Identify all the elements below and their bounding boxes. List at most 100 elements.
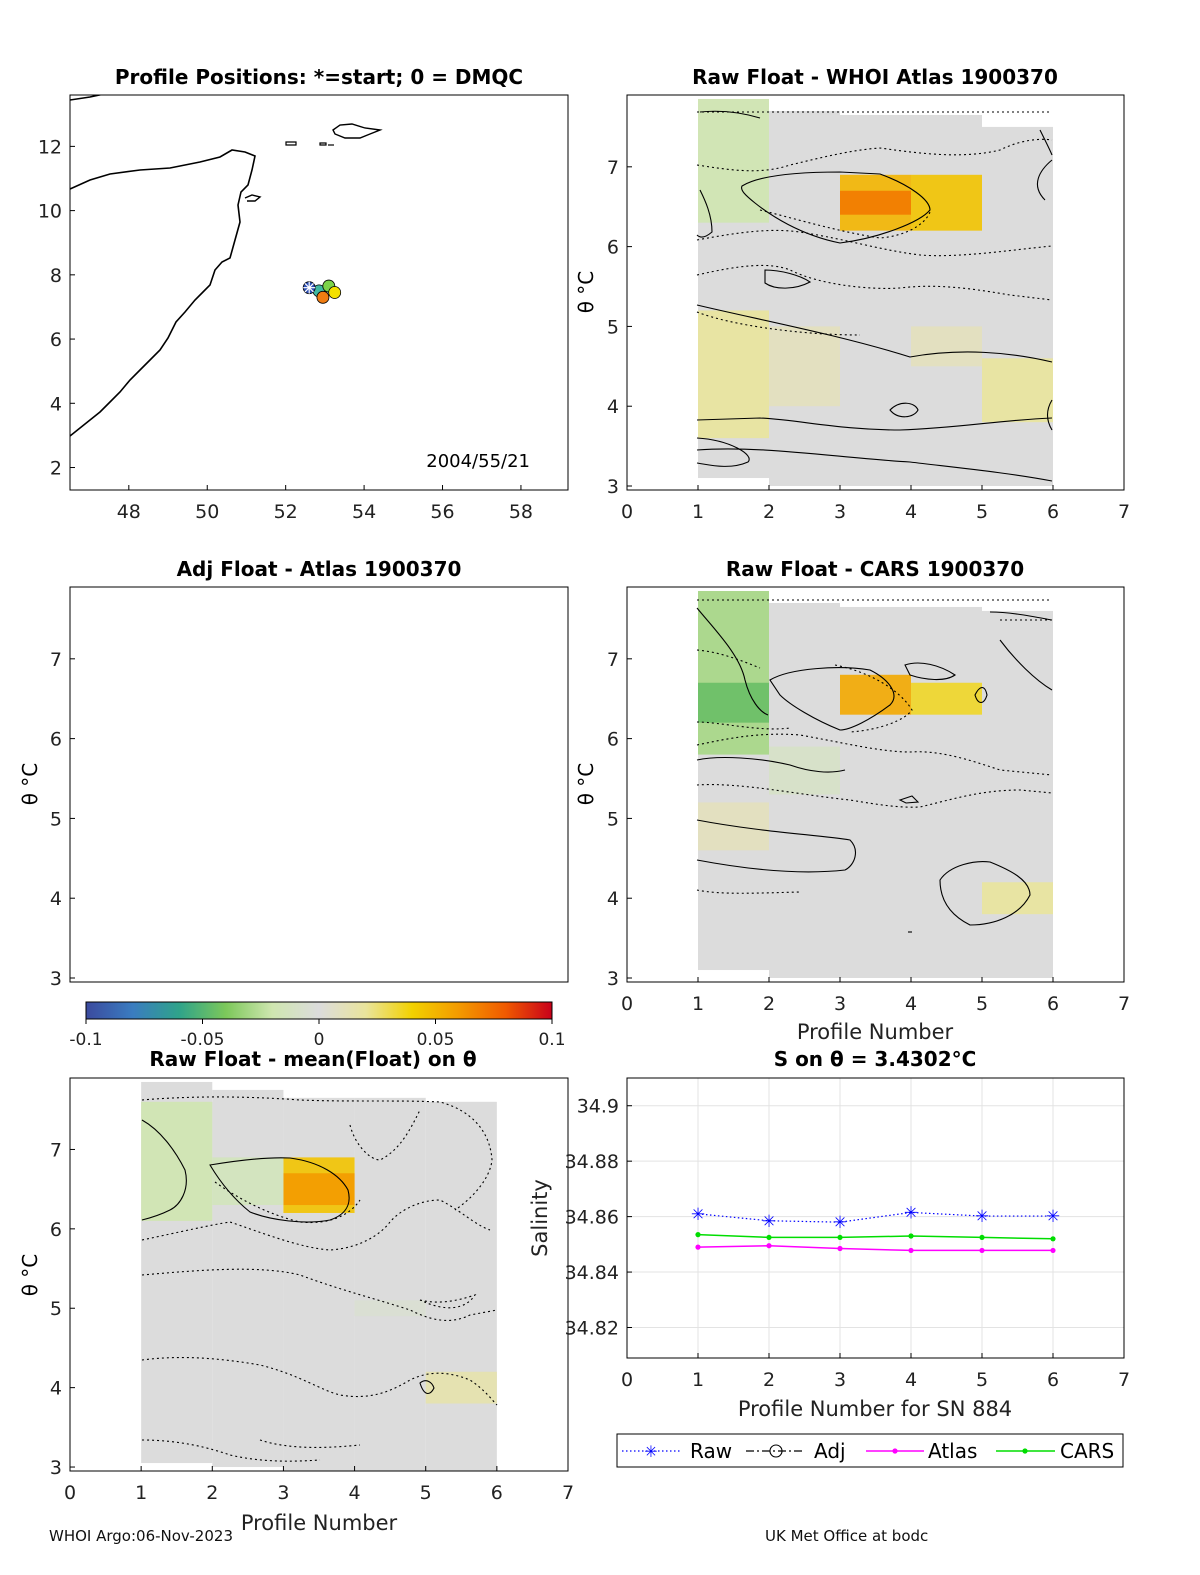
salinity-title: S on θ = 3.4302°C — [774, 1047, 977, 1071]
anomaly-cell — [911, 174, 982, 231]
anomaly-cell — [212, 1157, 284, 1206]
x-tick-label: 0 — [621, 1369, 633, 1391]
colorbar-ticks: -0.1 -0.05 0 0.05 0.1 — [69, 1019, 566, 1050]
x-tick-label: 5 — [420, 1482, 432, 1504]
x-tick-label: 1 — [135, 1482, 147, 1504]
x-tick-label: 54 — [352, 501, 376, 523]
y-tick-label: 12 — [38, 136, 62, 158]
y-tick-label: 6 — [50, 329, 62, 351]
series-point-raw: ✳ — [691, 1205, 705, 1225]
series-point-cars — [837, 1234, 843, 1241]
x-tick-label: 56 — [430, 501, 454, 523]
y-tick-label: 6 — [50, 729, 62, 751]
anomaly-cell — [769, 746, 840, 795]
x-tick-label: 50 — [195, 501, 219, 523]
cars-y-ticks: 3 4 5 6 7 — [607, 649, 632, 990]
x-tick-label: 7 — [1118, 1369, 1130, 1391]
profile-column — [425, 1101, 497, 1471]
positions-title: Profile Positions: *=start; 0 = DMQC — [115, 65, 523, 89]
whoi-title: Raw Float - WHOI Atlas 1900370 — [692, 65, 1058, 89]
profile-position-marker — [316, 290, 330, 304]
anomaly-cell — [840, 190, 911, 215]
y-tick-label: 7 — [50, 649, 62, 671]
y-tick-label: 4 — [50, 1378, 62, 1400]
footer-left: WHOI Argo:06-Nov-2023 — [49, 1527, 233, 1545]
y-tick-label: 3 — [50, 968, 62, 990]
profile-column — [354, 1097, 426, 1471]
series-point-raw: ✳ — [833, 1213, 847, 1233]
mean-x-label: Profile Number — [241, 1511, 398, 1535]
anomaly-cell — [698, 682, 769, 723]
series-point-atlas — [1050, 1247, 1056, 1254]
legend-atlas: Atlas — [866, 1439, 977, 1463]
legend-adj: Adj — [746, 1439, 846, 1463]
x-tick-label: 0 — [64, 1482, 76, 1504]
cars-dotted-contours — [696, 599, 1053, 894]
series-point-atlas — [695, 1244, 701, 1250]
profile-position-marker — [328, 286, 342, 299]
anomaly-cell — [982, 358, 1053, 423]
series-point-atlas — [979, 1247, 985, 1254]
mean-x-ticks: 0 1 2 3 4 5 6 7 — [64, 1466, 574, 1504]
x-tick-label: 1 — [692, 1369, 704, 1391]
mean-panel: Raw Float - mean(Float) on θ 0 1 2 3 4 5 6 7 3 4… — [18, 1047, 574, 1535]
anomaly-cell — [840, 674, 911, 715]
anomaly-cell — [141, 1101, 213, 1221]
positions-date-annotation: 2004/55/21 — [426, 451, 530, 472]
x-tick-label: 6 — [1047, 501, 1059, 523]
series-point-raw: ✳ — [1046, 1207, 1060, 1227]
x-tick-label: 2 — [206, 1482, 218, 1504]
x-tick-label: 5 — [976, 501, 988, 523]
whoi-panel: Raw Float - WHOI Atlas 1900370 0 1 2 3 4 5 6 7 — [574, 65, 1130, 523]
whoi-y-ticks: 3 4 5 6 7 — [607, 157, 632, 498]
anomaly-cell — [354, 1300, 426, 1317]
y-tick-label: 10 — [38, 201, 62, 223]
colorbar-tick-label: -0.05 — [181, 1030, 225, 1050]
x-tick-label: 6 — [1047, 1369, 1059, 1391]
series-point-raw: ✳ — [975, 1207, 989, 1227]
salinity-y-label: Salinity — [528, 1179, 552, 1257]
colorbar: -0.1 -0.05 0 0.05 0.1 — [69, 1001, 566, 1050]
legend-raw: ✳ Raw — [622, 1439, 732, 1463]
y-tick-label: 3 — [50, 1457, 62, 1479]
x-tick-label: 4 — [349, 1482, 361, 1504]
mean-contours — [141, 1119, 435, 1394]
anomaly-cell — [283, 1173, 355, 1206]
y-tick-label: 5 — [607, 808, 619, 830]
x-tick-label: 3 — [277, 1482, 289, 1504]
y-tick-label: 7 — [607, 649, 619, 671]
series-point-atlas — [837, 1245, 843, 1252]
cars-x-label: Profile Number — [797, 1020, 954, 1044]
x-tick-label: 52 — [274, 501, 298, 523]
series-point-raw: ✳ — [904, 1203, 918, 1223]
x-tick-label: 2 — [763, 993, 775, 1015]
profile-column — [212, 1089, 284, 1468]
colorbar-tick-label: 0.05 — [417, 1030, 455, 1050]
salinity-series: ✳ ✳ ✳ ✳ ✳ ✳ — [691, 1203, 1060, 1254]
x-tick-label: 2 — [763, 1369, 775, 1391]
profile-column — [283, 1097, 355, 1471]
y-tick-label: 6 — [50, 1219, 62, 1241]
adj-y-ticks: 3 4 5 6 7 — [50, 649, 75, 990]
series-point-cars — [908, 1233, 914, 1239]
cars-y-label: θ °C — [574, 763, 598, 806]
profile-column — [769, 110, 840, 487]
anomaly-cell — [911, 682, 982, 715]
series-point-cars — [695, 1232, 701, 1238]
y-tick-label: 4 — [50, 888, 62, 910]
y-tick-label: 7 — [607, 157, 619, 179]
legend-cars-label: CARS — [1060, 1439, 1114, 1463]
series-point-atlas — [766, 1243, 772, 1249]
x-tick-label: 1 — [692, 501, 704, 523]
series-line-raw — [697, 1211, 1053, 1223]
anomaly-cell — [698, 590, 769, 755]
salinity-x-label: Profile Number for SN 884 — [738, 1397, 1012, 1421]
whoi-anomaly-field — [698, 98, 1053, 487]
mean-title: Raw Float - mean(Float) on θ — [149, 1047, 476, 1071]
x-tick-label: 4 — [905, 993, 917, 1015]
anomaly-cell — [982, 882, 1053, 915]
profile-column — [982, 126, 1053, 487]
anomaly-cell — [698, 98, 769, 223]
mean-anomaly-field — [141, 1081, 497, 1471]
